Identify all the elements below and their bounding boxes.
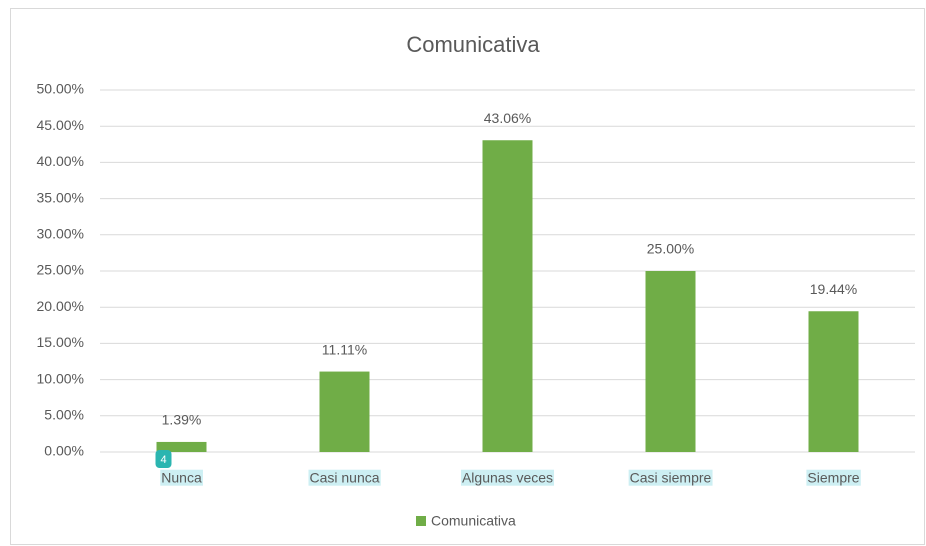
y-tick-label: 45.00% [37, 117, 84, 133]
badge-label: 4 [160, 454, 166, 466]
y-tick-label: 0.00% [44, 443, 84, 459]
data-label: 25.00% [647, 241, 694, 257]
data-label: 19.44% [810, 281, 857, 297]
y-tick-label: 40.00% [37, 153, 84, 169]
x-tick-label: Siempre [807, 470, 859, 486]
bar [319, 371, 370, 452]
x-tick-label: Casi siempre [630, 470, 712, 486]
chart-title: Comunicativa [406, 32, 540, 57]
label-highlight [460, 469, 555, 486]
badge [155, 450, 172, 468]
x-tick-label: Nunca [161, 470, 202, 486]
data-label: 1.39% [162, 412, 202, 428]
data-label: 11.11% [322, 341, 367, 357]
y-tick-label: 30.00% [37, 226, 84, 242]
y-tick-label: 5.00% [44, 407, 84, 423]
y-tick-label: 50.00% [37, 81, 84, 97]
chart-frame [10, 8, 925, 545]
label-highlight [806, 469, 861, 486]
y-tick-label: 20.00% [37, 298, 84, 314]
bar [808, 311, 859, 452]
data-label: 43.06% [484, 110, 531, 126]
y-tick-label: 25.00% [37, 262, 84, 278]
y-tick-label: 35.00% [37, 189, 84, 205]
y-tick-label: 10.00% [37, 370, 84, 386]
legend-label: Comunicativa [431, 513, 516, 529]
label-highlight [160, 469, 203, 486]
bar [482, 140, 533, 452]
legend-swatch [416, 516, 426, 526]
bar [156, 441, 207, 452]
label-highlight [308, 469, 381, 486]
bar [645, 271, 696, 452]
label-highlight [628, 469, 713, 486]
y-tick-label: 15.00% [37, 334, 84, 350]
x-tick-label: Casi nunca [309, 470, 379, 486]
x-tick-label: Algunas veces [462, 470, 553, 486]
